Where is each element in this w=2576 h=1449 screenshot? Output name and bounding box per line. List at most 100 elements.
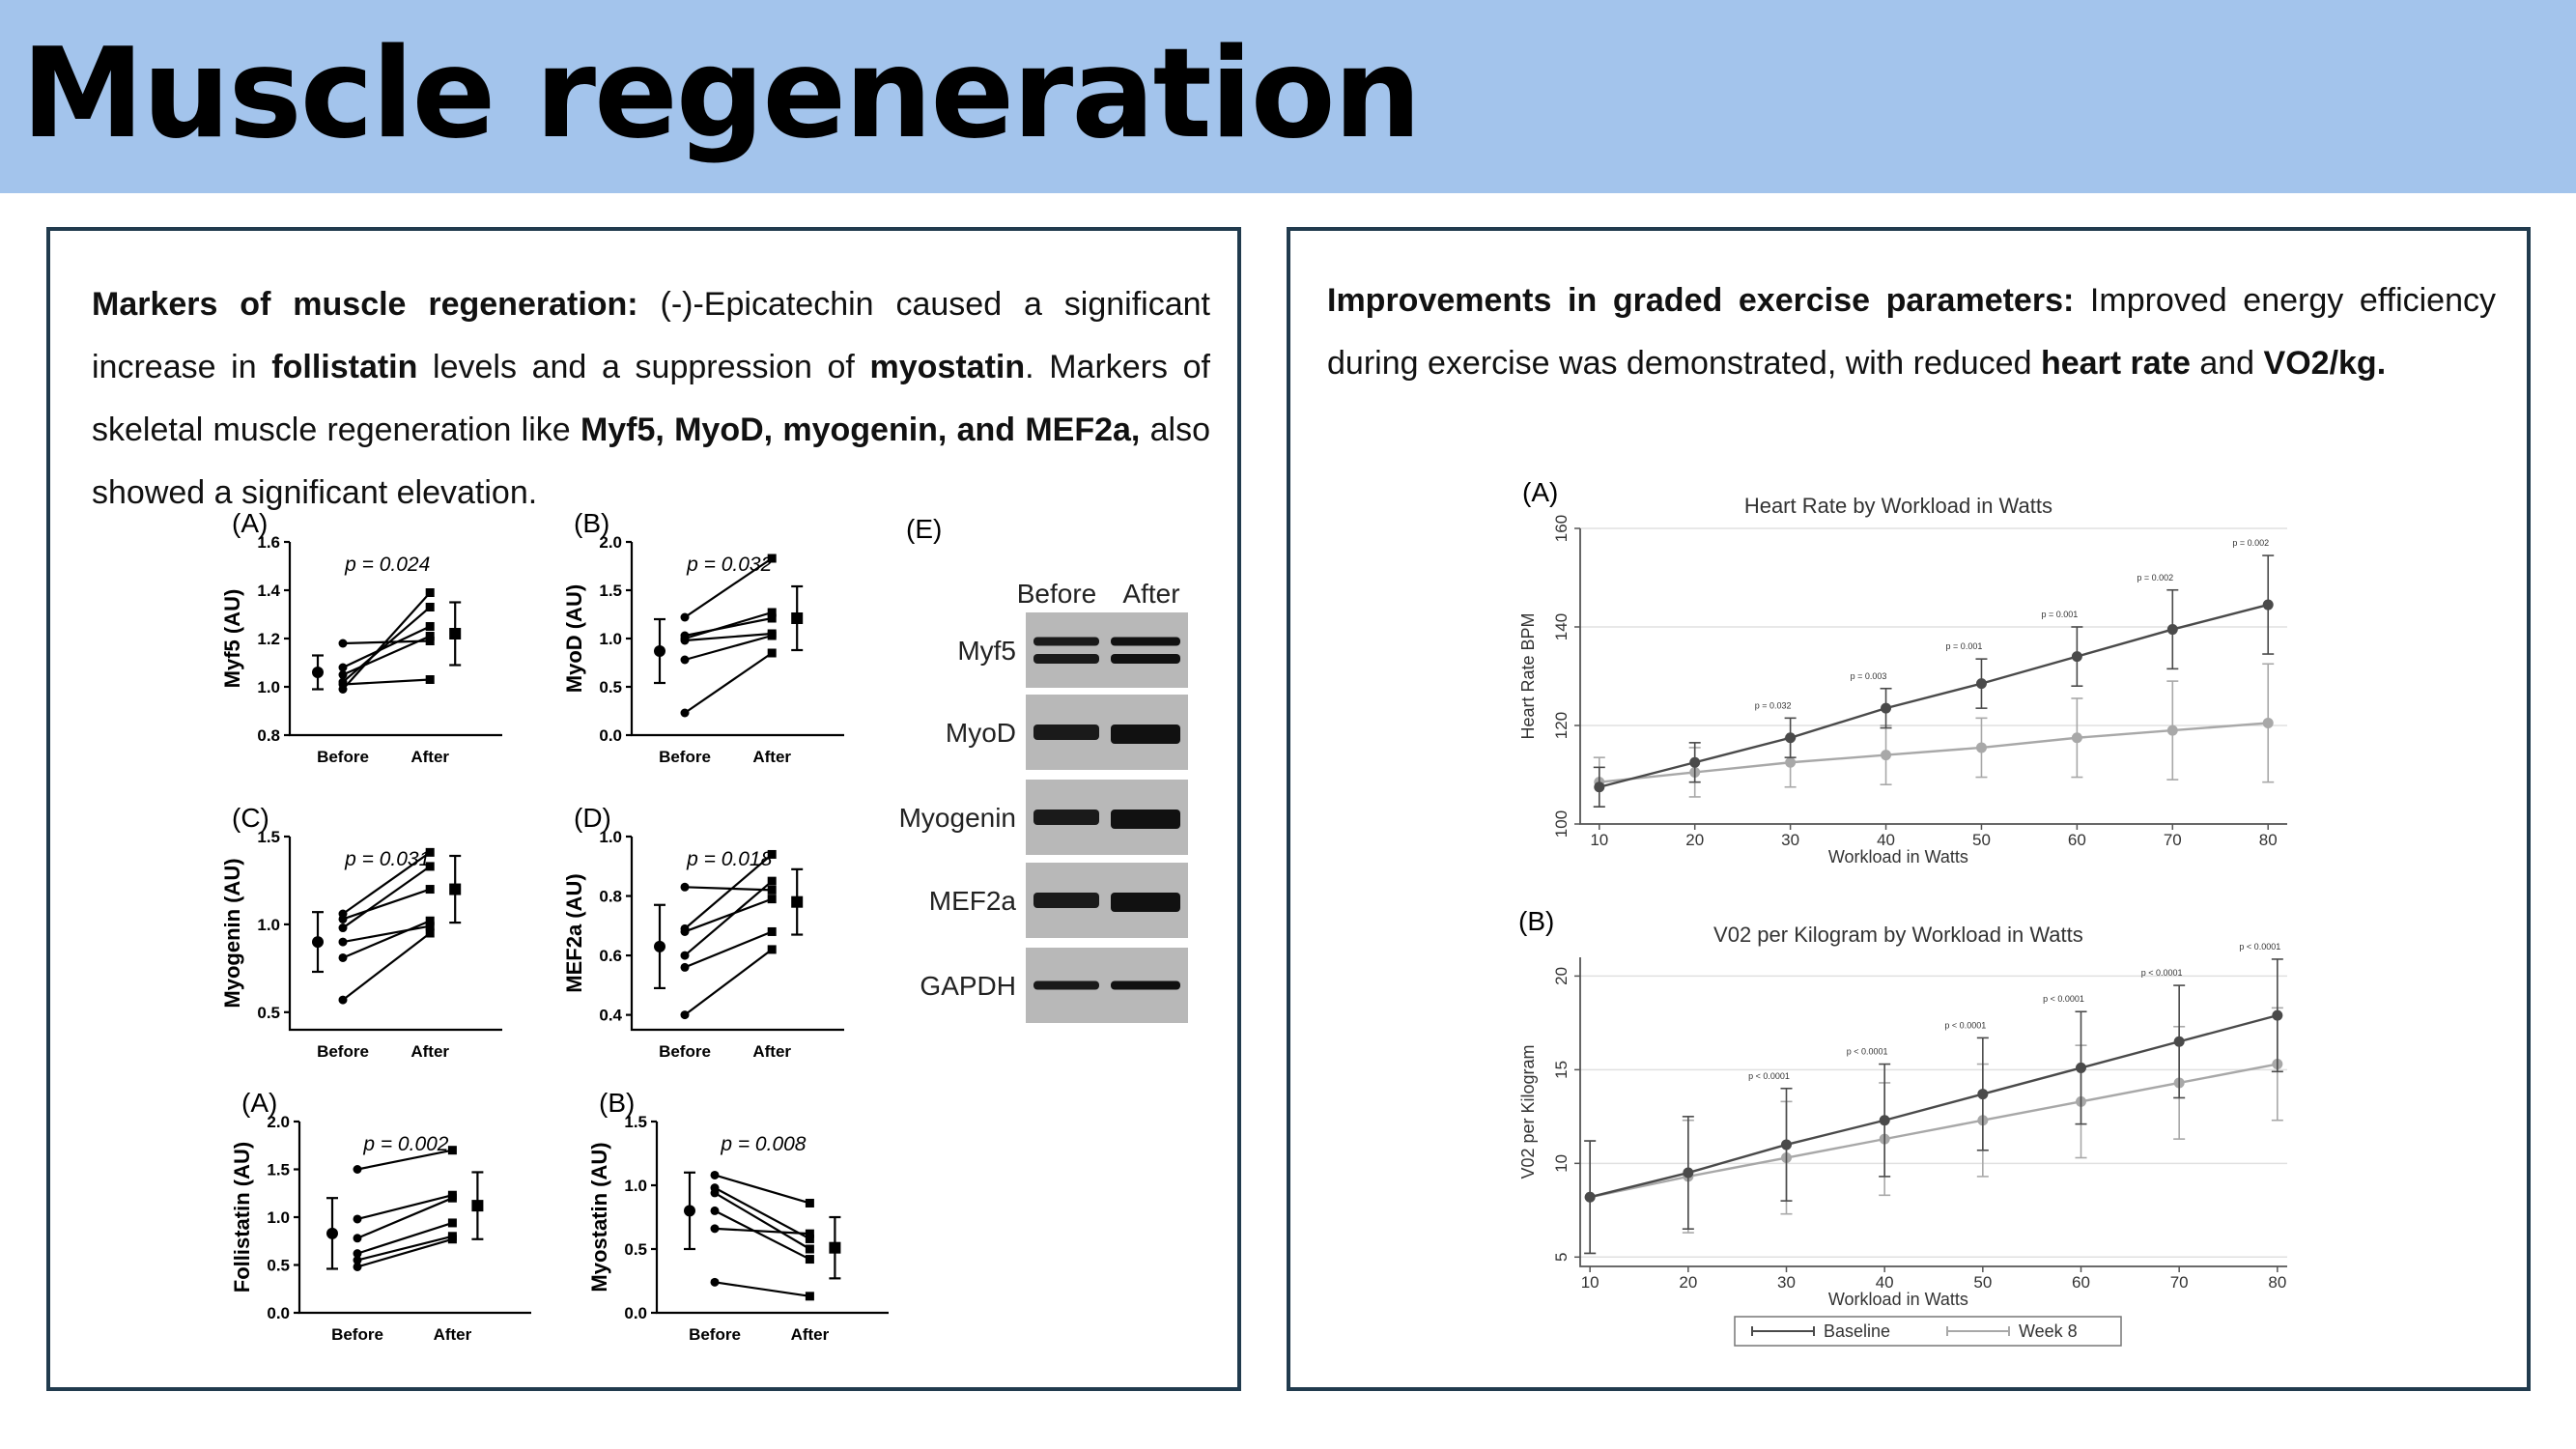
after-point (767, 876, 777, 886)
pair-line (356, 1221, 453, 1255)
band-after (1111, 980, 1180, 990)
band-before (1033, 980, 1099, 990)
x-label-before: Before (659, 748, 711, 766)
before-point (680, 708, 690, 718)
before-point (353, 1249, 362, 1259)
pair-line (342, 924, 431, 944)
pair-line (714, 1186, 810, 1240)
band-before (1033, 810, 1099, 825)
p-value-label: p < 0.0001 (1748, 1071, 1790, 1081)
after-point (805, 1244, 814, 1254)
y-tick-label: 0.6 (599, 947, 622, 965)
paired-plot-4: (D) 0.4 0.6 0.8 1.0 Before After MEF2a (AU) p = … (562, 803, 844, 1061)
y-tick-label: 0.8 (599, 888, 622, 906)
plot-letter: (D) (574, 803, 611, 833)
before-point (680, 962, 690, 972)
after-point (767, 608, 777, 617)
y-tick-label: 0.5 (267, 1257, 290, 1275)
y-tick-label: 1.4 (257, 582, 280, 600)
y-tick-label: 20 (1552, 967, 1571, 985)
p-value-label: p = 0.001 (1946, 641, 1983, 651)
x-label-before: Before (331, 1325, 383, 1344)
pair-line (684, 634, 773, 662)
before-point (338, 923, 348, 933)
blot-row-label: GAPDH (920, 971, 1016, 1001)
before-point (338, 995, 348, 1005)
y-tick-label: 0.8 (257, 726, 280, 745)
blot-col-after: After (1122, 579, 1179, 609)
before-point (680, 926, 690, 936)
pair-line (342, 866, 431, 929)
after-point (805, 1229, 814, 1238)
plot-letter: (C) (232, 803, 269, 833)
after-point (425, 622, 435, 631)
pair-line (714, 1174, 810, 1205)
pair-line (714, 1227, 810, 1236)
y-tick-label: 0.5 (599, 678, 622, 696)
p-value-label: p = 0.001 (2041, 610, 2078, 619)
chart-title: V02 per Kilogram by Workload in Watts (1713, 923, 2083, 947)
band-after (1111, 724, 1180, 744)
follistatin-term: follistatin (271, 349, 418, 385)
before-point (680, 1010, 690, 1020)
y-axis-label: Myf5 (AU) (220, 589, 244, 689)
before-mean (312, 936, 324, 949)
y-axis-label: Heart Rate BPM (1518, 612, 1538, 739)
blot-letter: (E) (906, 514, 942, 544)
left-text-2: levels and a suppression of (417, 349, 870, 385)
before-point (680, 612, 690, 622)
data-point (2262, 717, 2274, 728)
before-point (710, 1188, 720, 1198)
data-point (1881, 750, 1892, 761)
data-point (2173, 1036, 2185, 1047)
blot-row-label: MyoD (946, 718, 1016, 748)
x-tick-label: 30 (1777, 1273, 1796, 1292)
data-point (2166, 624, 2178, 636)
data-point (1683, 1167, 1694, 1179)
band-before (1033, 724, 1099, 740)
before-point (353, 1214, 362, 1224)
data-point (1975, 678, 1987, 690)
pair-line (714, 1209, 810, 1261)
before-point (710, 1224, 720, 1234)
p-value-label: p < 0.0001 (1847, 1047, 1888, 1057)
pair-line (356, 1194, 453, 1221)
x-tick-label: 70 (2170, 1273, 2189, 1292)
y-axis-label: MEF2a (AU) (562, 873, 586, 992)
right-lead: Improvements in graded exercise paramete… (1327, 282, 2075, 319)
exercise-chart-1: (A) Heart Rate by Workload in Watts 100 120… (1518, 477, 2287, 867)
slide-title: Muscle regeneration (21, 22, 1422, 166)
chart-letter: (A) (1522, 477, 1558, 507)
x-tick-label: 20 (1679, 1273, 1697, 1292)
data-point (1879, 1115, 1890, 1126)
y-tick-label: 0.0 (267, 1304, 290, 1322)
pair-line (342, 920, 431, 959)
y-tick-label: 15 (1552, 1061, 1571, 1079)
before-point (338, 914, 348, 923)
after-point (447, 1218, 457, 1228)
band-before (1033, 893, 1099, 908)
after-point (425, 588, 435, 597)
left-text-3: . Markers of skeletal muscle regeneratio… (92, 349, 1211, 448)
after-point (425, 922, 435, 931)
series-baseline (1584, 958, 2283, 1255)
y-tick-label: 10 (1552, 1154, 1571, 1173)
blot-row-label: Myf5 (957, 636, 1016, 666)
before-point (710, 1170, 720, 1179)
x-axis-label: Workload in Watts (1828, 847, 1968, 867)
after-point (425, 928, 435, 938)
x-label-before: Before (317, 748, 369, 766)
x-label-before: Before (659, 1042, 711, 1061)
x-tick-label: 40 (1877, 831, 1895, 849)
plot-letter: (A) (241, 1088, 277, 1118)
after-mean (829, 1241, 841, 1254)
before-point (353, 1234, 362, 1243)
x-label-before: Before (689, 1325, 741, 1344)
after-point (425, 603, 435, 611)
after-point (767, 849, 777, 859)
title-bar: Muscle regeneration (0, 0, 2576, 193)
y-tick-label: 0.5 (257, 1004, 280, 1022)
blot-row-label: MEF2a (929, 886, 1017, 916)
x-label-after: After (752, 748, 791, 766)
plot-axes (288, 837, 502, 1032)
